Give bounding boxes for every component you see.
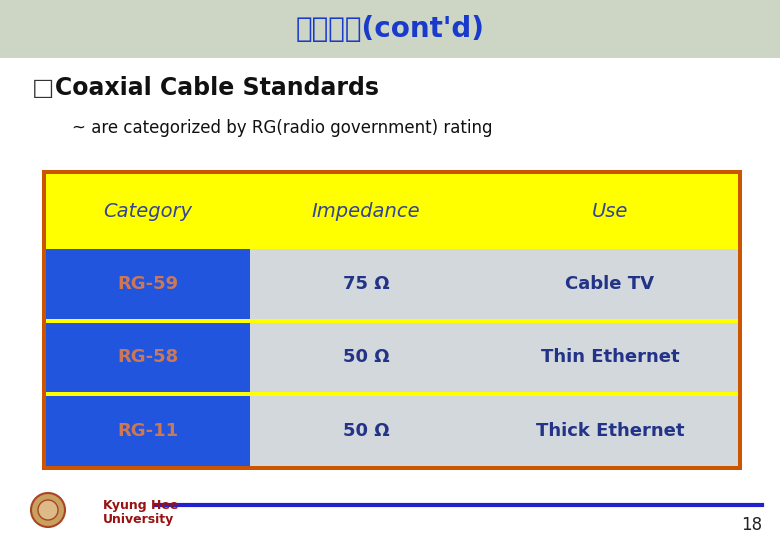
Bar [482, 323, 738, 393]
Text: ~ are categorized by RG(radio government) rating: ~ are categorized by RG(radio government… [72, 119, 492, 137]
Text: 50 Ω: 50 Ω [342, 422, 389, 440]
Bar [482, 249, 738, 319]
Circle shape [38, 500, 58, 520]
Text: Coaxial Cable Standards: Coaxial Cable Standards [55, 76, 379, 100]
Text: 50 Ω: 50 Ω [342, 348, 389, 367]
Text: Use: Use [592, 202, 628, 221]
Text: Impedance: Impedance [312, 202, 420, 221]
Bar [250, 396, 482, 466]
Bar [42, 170, 742, 470]
Bar [46, 174, 738, 249]
Text: 18: 18 [741, 516, 762, 534]
Bar [482, 396, 738, 466]
Text: 75 Ω: 75 Ω [342, 275, 389, 293]
Bar [46, 249, 250, 319]
Text: RG-58: RG-58 [118, 348, 179, 367]
Text: University: University [103, 512, 174, 525]
Bar [250, 323, 482, 393]
Text: Thin Ethernet: Thin Ethernet [541, 348, 679, 367]
Text: Category: Category [104, 202, 193, 221]
Circle shape [31, 493, 65, 527]
Text: RG-11: RG-11 [118, 422, 179, 440]
Bar [46, 396, 250, 466]
Text: □: □ [32, 76, 55, 100]
Bar [46, 393, 738, 396]
Text: Cable TV: Cable TV [566, 275, 654, 293]
Text: Thick Ethernet: Thick Ethernet [536, 422, 684, 440]
Text: RG-59: RG-59 [118, 275, 179, 293]
Bar [46, 319, 738, 323]
Text: 유도매체(cont'd): 유도매체(cont'd) [296, 15, 484, 43]
Text: Kyung Hee: Kyung Hee [103, 498, 179, 511]
Bar [46, 323, 250, 393]
Bar [250, 249, 482, 319]
Bar [0, 0, 780, 58]
